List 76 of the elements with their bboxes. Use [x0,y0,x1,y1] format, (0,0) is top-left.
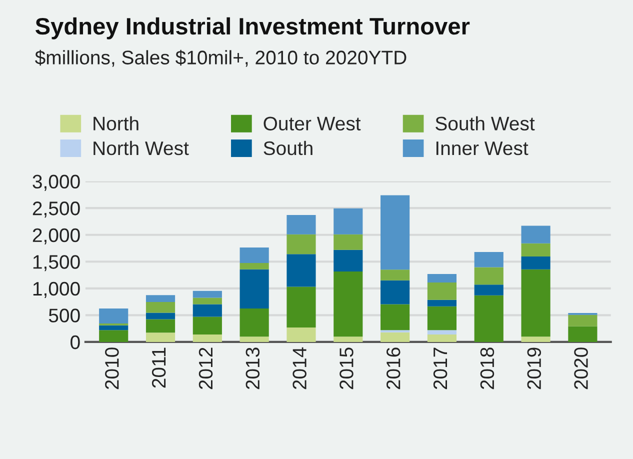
bar [380,304,410,330]
x-tick-label: 2013 [246,348,260,390]
bar [427,300,457,306]
bar [99,330,128,342]
x-tick-label: 2017 [433,348,448,390]
bar [474,295,504,342]
bar [146,295,176,302]
bar [380,280,410,304]
bar [521,256,550,270]
bar [240,262,269,270]
x-tick-label: 2012 [198,348,213,390]
bar [380,270,410,280]
x-tick-label: 2015 [340,348,354,390]
bar [427,334,457,342]
bar [427,282,457,300]
bar [474,284,504,296]
bar [146,332,176,342]
bar [380,195,410,270]
y-tick-label: 500 [48,308,80,322]
bar [427,306,457,330]
bar [286,254,316,287]
y-tick-label: 1,500 [33,255,80,272]
chart-subtitle: $millions, Sales $10mil+, 2010 to 2020YTD [35,50,406,67]
bar [427,274,457,283]
bar [474,252,504,268]
bar [334,336,363,342]
y-tick-label: 2,000 [32,228,80,244]
bar [240,336,269,342]
bar [568,314,598,326]
bar [240,269,269,308]
bar [380,332,410,342]
y-tick-label: 0 [70,335,80,350]
bar [99,325,128,330]
bar [286,234,316,254]
bar [334,250,363,272]
y-tick-label: 1,000 [33,282,80,298]
bar [521,243,550,257]
bar [192,290,222,298]
bar [146,302,176,313]
legend-label: Inner West [436,142,528,156]
bar [334,208,363,234]
bar [334,234,363,250]
x-tick-label: 2020 [574,348,588,390]
bar [334,272,363,337]
bar [568,326,598,342]
bar [521,226,550,244]
bar [99,308,128,324]
x-tick-label: 2019 [527,348,542,390]
bar [427,330,457,334]
x-tick-label: 2018 [480,348,494,390]
bar [286,327,316,342]
bar [146,319,176,333]
legend-label: South West [436,116,535,130]
chart-title: Sydney Industrial Investment Turnover [35,17,470,40]
x-tick-label: 2011 [152,348,166,388]
bar [240,308,269,337]
x-tick-label: 2016 [386,348,400,390]
y-tick-label: 3,000 [32,174,80,191]
bar [521,269,550,337]
bar [146,312,176,320]
legend-label: North West [94,140,189,156]
bar [286,286,316,328]
bar [474,267,504,285]
legend-label: Outer West [264,116,361,130]
bar [192,334,222,342]
x-tick-label: 2010 [105,348,119,390]
y-tick-label: 2,500 [32,202,80,218]
bar [240,247,269,263]
bar [286,215,316,234]
legend-label: North [94,116,138,130]
legend-label: South [264,140,312,156]
x-tick-label: 2014 [292,347,306,390]
bar [192,298,222,304]
bar [521,336,550,342]
bar [192,304,222,317]
bar [192,316,222,334]
